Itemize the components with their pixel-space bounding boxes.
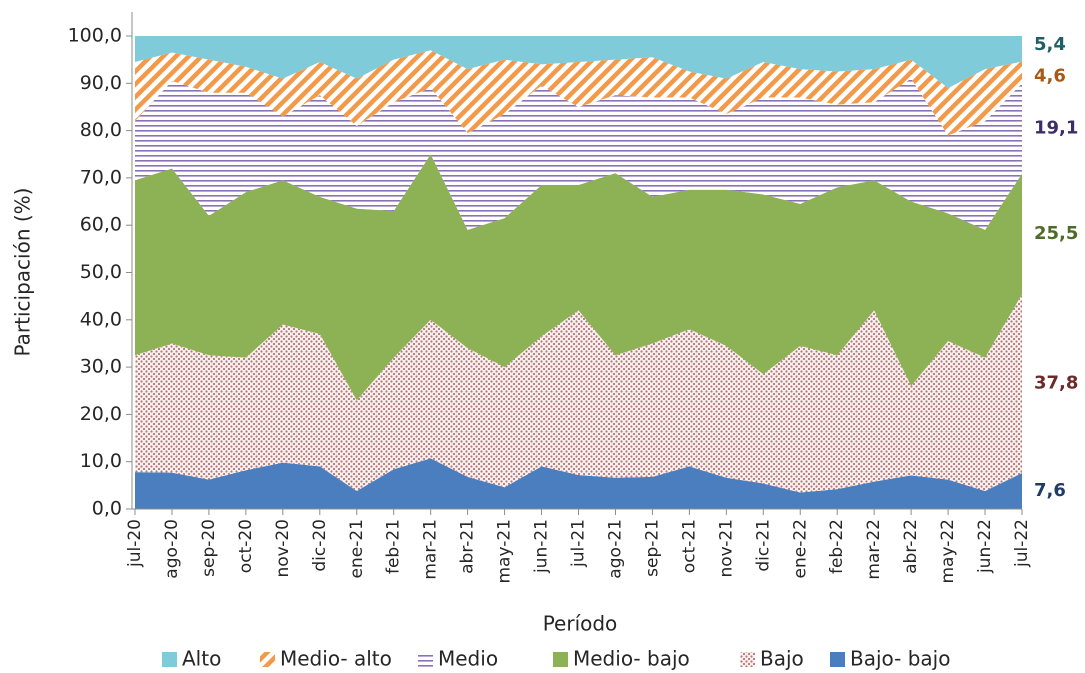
x-tick-label: nov-21 bbox=[716, 519, 736, 578]
x-tick-label: dic-21 bbox=[753, 519, 773, 572]
x-tick-label: jun-21 bbox=[532, 519, 552, 574]
x-tick-label: ago-20 bbox=[162, 519, 182, 579]
legend-label: Medio- alto bbox=[280, 647, 392, 671]
legend-swatch bbox=[553, 652, 568, 667]
area bbox=[135, 50, 1022, 136]
x-tick-label: feb-21 bbox=[384, 519, 404, 574]
y-tick-label: 50,0 bbox=[80, 261, 122, 283]
legend-swatch bbox=[260, 652, 275, 667]
area bbox=[135, 36, 1022, 89]
end-value-label: 5,4 bbox=[1034, 34, 1066, 55]
x-tick-label: ene-21 bbox=[347, 519, 367, 578]
x-tick-label: jul-21 bbox=[569, 519, 589, 568]
legend-label: Alto bbox=[182, 647, 221, 671]
end-value-label: 37,8 bbox=[1034, 373, 1078, 394]
y-tick-label: 70,0 bbox=[80, 166, 122, 188]
x-tick-label: ago-21 bbox=[605, 519, 625, 579]
area bbox=[135, 458, 1022, 509]
y-tick-label: 40,0 bbox=[80, 308, 122, 330]
area bbox=[135, 78, 1022, 230]
x-tick-label: jul-20 bbox=[125, 519, 145, 568]
x-tick-label: jun-22 bbox=[975, 519, 995, 574]
legend-swatch bbox=[830, 652, 845, 667]
area bbox=[135, 154, 1022, 401]
x-tick-label: jul-22 bbox=[1012, 519, 1032, 568]
y-tick-label: 60,0 bbox=[80, 214, 122, 236]
y-tick-label: 80,0 bbox=[80, 119, 122, 141]
y-tick-label: 10,0 bbox=[80, 450, 122, 472]
area bbox=[135, 294, 1022, 493]
x-tick-label: feb-22 bbox=[827, 519, 847, 574]
legend-swatch bbox=[740, 652, 755, 667]
end-value-label: 7,6 bbox=[1034, 480, 1066, 501]
legend-label: Medio- bajo bbox=[573, 647, 690, 671]
x-tick-label: nov-20 bbox=[273, 519, 293, 578]
x-tick-label: mar-21 bbox=[421, 519, 441, 580]
x-tick-label: mar-22 bbox=[864, 519, 884, 580]
x-axis-title: Período bbox=[543, 612, 618, 636]
x-tick-label: abr-22 bbox=[901, 519, 921, 574]
x-tick-label: sep-21 bbox=[642, 519, 662, 577]
y-tick-label: 100,0 bbox=[68, 25, 122, 47]
legend-label: Bajo- bajo bbox=[850, 647, 950, 671]
x-tick-label: may-21 bbox=[495, 519, 515, 584]
end-value-label: 4,6 bbox=[1034, 65, 1066, 86]
x-tick-label: sep-20 bbox=[199, 519, 219, 577]
legend-label: Medio bbox=[438, 647, 498, 671]
x-tick-label: oct-21 bbox=[679, 519, 699, 573]
y-axis-title: Participación (%) bbox=[11, 188, 35, 357]
legend-swatch bbox=[418, 652, 433, 667]
x-tick-label: may-22 bbox=[938, 519, 958, 584]
x-tick-label: abr-21 bbox=[458, 519, 478, 574]
x-tick-label: ene-22 bbox=[790, 519, 810, 578]
x-tick-label: dic-20 bbox=[310, 519, 330, 572]
y-tick-label: 90,0 bbox=[80, 72, 122, 94]
end-value-label: 19,1 bbox=[1034, 117, 1078, 138]
y-tick-label: 20,0 bbox=[80, 403, 122, 425]
legend-swatch bbox=[162, 652, 177, 667]
legend-label: Bajo bbox=[760, 647, 804, 671]
x-tick-label: oct-20 bbox=[236, 519, 256, 573]
end-value-label: 25,5 bbox=[1034, 223, 1078, 244]
y-tick-label: 30,0 bbox=[80, 356, 122, 378]
y-tick-label: 0,0 bbox=[92, 498, 122, 520]
